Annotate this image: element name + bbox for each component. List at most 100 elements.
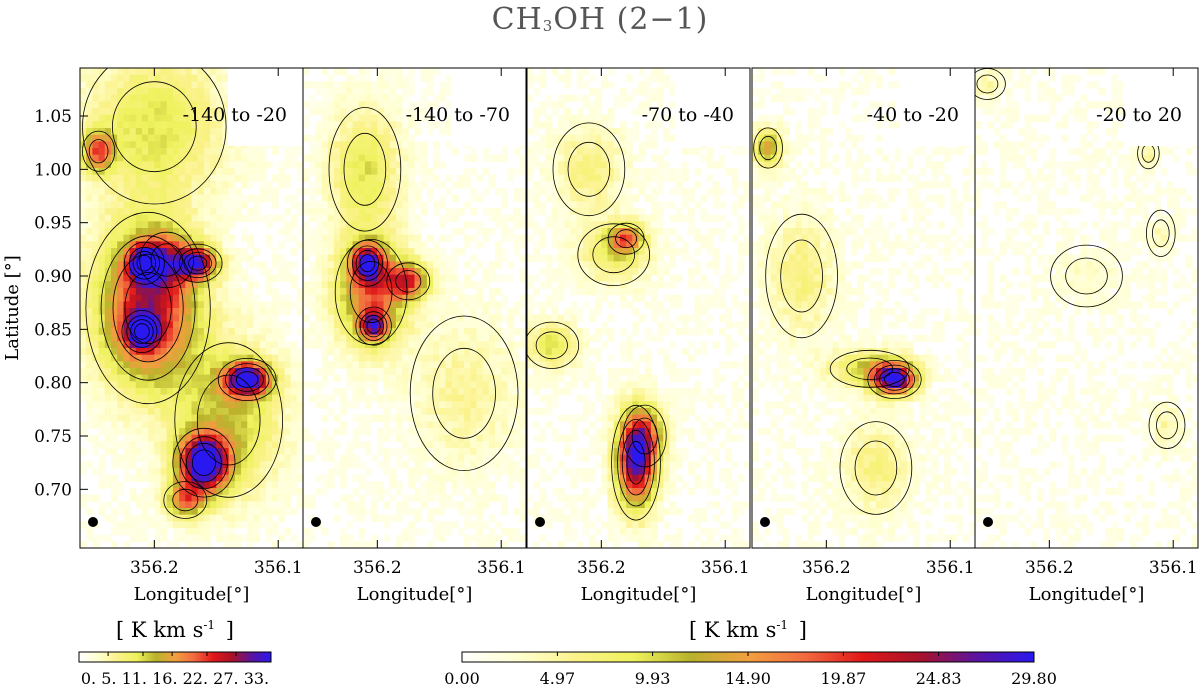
contour-4-1 — [884, 371, 905, 387]
colorbar-tick-label: 9.93 — [635, 669, 671, 687]
intensity-map-1 — [80, 68, 303, 548]
contour-3-4 — [592, 236, 635, 274]
colorbar-tick-label: 0.00 — [444, 669, 480, 687]
contour-3-6 — [567, 141, 611, 197]
contour-1-6 — [224, 363, 270, 396]
x-tick-label: 356.2 — [577, 558, 626, 578]
intensity-map-2 — [303, 68, 526, 548]
x-tick-label: 356.1 — [926, 558, 975, 578]
contour-1-3 — [126, 315, 158, 348]
contour-5-2 — [1146, 209, 1176, 257]
contour-2-2 — [359, 254, 376, 273]
x-tick-label: 356.1 — [1149, 558, 1198, 578]
y-tick-label: 0.75 — [34, 427, 72, 447]
contour-3-1 — [621, 430, 651, 496]
contour-4-4 — [765, 213, 838, 339]
contour-1-6 — [217, 357, 277, 401]
contour-1-7 — [185, 442, 222, 483]
x-axis-title-2: Longitude[°] — [357, 584, 473, 605]
title-main: CH — [491, 2, 543, 37]
contour-3-2 — [631, 417, 658, 455]
x-axis-title-5: Longitude[°] — [1029, 584, 1145, 605]
contour-1-3 — [121, 309, 163, 353]
contour-2-6 — [409, 315, 519, 472]
intensity-map-4 — [752, 68, 975, 548]
y-tick-label: 0.85 — [34, 320, 72, 340]
contour-4-3 — [753, 127, 783, 169]
contour-1-9 — [88, 139, 109, 164]
y-tick-label: 0.80 — [34, 374, 72, 394]
beam-marker — [311, 517, 321, 527]
contour-3-1 — [626, 440, 646, 485]
contour-1-10 — [196, 374, 261, 466]
contour-4-5 — [854, 440, 898, 496]
colorbar-tick-label: 4.97 — [540, 669, 576, 687]
colorbar-2: [ K km s-1 ] 0.00 4.97 9.93 14.90 19.87 24.83 2… — [444, 618, 1057, 687]
panel-label-5: -20 to 20 — [1096, 104, 1182, 126]
panel-label-4: -40 to -20 — [867, 104, 959, 126]
y-tick-label: 0.95 — [34, 214, 72, 234]
y-tick-label: 0.90 — [34, 267, 72, 287]
contour-1-1 — [85, 211, 211, 405]
contour-1-8 — [163, 481, 208, 519]
contour-2-2 — [355, 249, 380, 277]
contour-4-1 — [879, 368, 910, 391]
panel-frame — [526, 67, 751, 549]
contour-5-5 — [1065, 257, 1108, 295]
contour-2-3 — [359, 311, 388, 341]
contour-5-2 — [1152, 219, 1170, 248]
contour-1-5 — [188, 255, 208, 271]
contour-1-4 — [150, 243, 183, 277]
intensity-map-3 — [527, 68, 750, 548]
contour-3-5 — [527, 321, 580, 369]
contour-3-1 — [611, 404, 661, 521]
x-tick-label: 356.1 — [477, 558, 526, 578]
contour-5-5 — [1050, 244, 1123, 308]
colorbar-tick-labels: 0. 5. 11. 16. 22. 27. 33. — [81, 669, 269, 687]
colorbars-group: [ K km s-1 ]0. 5. 11. 16. 22. 27. 33.[ K… — [78, 618, 1057, 687]
label-box — [451, 68, 526, 146]
contour-1-3 — [130, 319, 154, 344]
beam-marker — [983, 517, 993, 527]
contour-1-5 — [172, 243, 223, 283]
panel-frame — [974, 67, 1199, 549]
colorbar-tick-label: 14.90 — [725, 669, 771, 687]
contour-4-2 — [829, 349, 910, 388]
contour-2-4 — [395, 270, 422, 293]
contour-3-2 — [622, 404, 667, 468]
contour-4-5 — [839, 421, 913, 515]
contour-3-6 — [552, 122, 626, 217]
x-tick-label: 356.2 — [353, 558, 402, 578]
colorbar-gradient — [78, 651, 272, 663]
contour-5-3 — [1156, 411, 1178, 440]
contour-3-3 — [615, 229, 637, 249]
panel-frame — [302, 67, 527, 549]
contour-1-10 — [174, 342, 283, 498]
contour-2-3 — [355, 306, 392, 346]
y-tick-label: 1.00 — [34, 160, 72, 180]
contour-1-2 — [136, 255, 153, 272]
contour-1-7 — [191, 449, 216, 476]
colorbar-1: [ K km s-1 ] 0. 5. 11. 16. 22. 27. 33. — [78, 618, 272, 687]
title-subscript: 3 — [542, 17, 554, 35]
chart-title: CH3OH (2−1) — [0, 2, 1200, 37]
contour-1-1 — [124, 271, 172, 344]
contour-1-4 — [139, 231, 195, 289]
colorbar-tick-label: 19.87 — [820, 669, 866, 687]
contour-2-3 — [363, 314, 385, 338]
beam-marker — [760, 517, 770, 527]
contour-5-3 — [1148, 401, 1186, 449]
y-axis-title: Latitude [°] — [2, 255, 23, 360]
x-tick-label: 356.2 — [130, 558, 179, 578]
beam-marker — [88, 517, 98, 527]
contour-3-1 — [617, 419, 655, 507]
x-tick-label: 356.2 — [1025, 558, 1074, 578]
contour-2-2 — [351, 245, 383, 281]
contour-2-3 — [366, 318, 381, 334]
contour-1-8 — [172, 488, 199, 512]
contour-3-5 — [535, 331, 568, 360]
contour-1-2 — [128, 246, 160, 280]
title-rest: OH (2−1) — [553, 2, 709, 37]
